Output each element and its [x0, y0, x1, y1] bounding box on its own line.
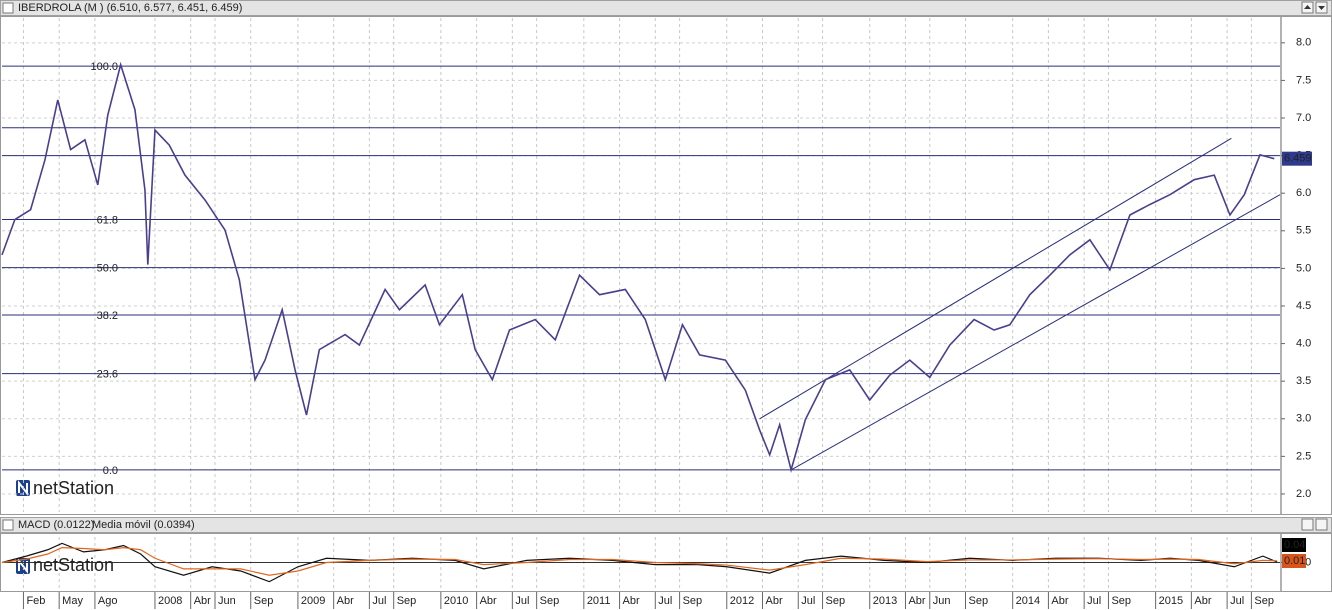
price-line	[1, 542, 1278, 583]
trend-line	[759, 137, 1232, 420]
x-tick-label: Jul	[1087, 595, 1101, 607]
collapse-button[interactable]	[1301, 518, 1314, 531]
fib-label: 38.2	[97, 310, 118, 322]
x-tick-label: May	[62, 595, 83, 607]
x-tick-label: Sep	[254, 595, 274, 607]
x-tick-label: 2015	[1159, 595, 1183, 607]
y-tick-label: 5.0	[1296, 262, 1311, 274]
x-tick-label: 2011	[587, 595, 611, 607]
x-tick-label: Abr	[766, 595, 783, 607]
x-tick-label: Sep	[969, 595, 989, 607]
watermark: netStation	[33, 478, 114, 498]
x-tick-label: Ago	[98, 595, 118, 607]
x-tick-label: 2009	[301, 595, 325, 607]
x-tick-label: Abr	[480, 595, 497, 607]
x-tick-label: Jul	[801, 595, 815, 607]
price-line	[1, 547, 1278, 576]
logo-glyph	[18, 558, 28, 574]
current-value-label: 0.01	[1284, 555, 1305, 567]
x-tick-label: Jul	[515, 595, 529, 607]
window-icon	[2, 519, 14, 531]
x-tick-label: Jul	[372, 595, 386, 607]
x-tick-label: 2012	[730, 595, 754, 607]
watermark: netStation	[33, 555, 114, 575]
y-tick-label: 6.0	[1296, 187, 1311, 199]
x-tick-label: Sep	[826, 595, 846, 607]
y-tick-label: 8.0	[1296, 37, 1311, 49]
x-tick-label: Feb	[26, 595, 45, 607]
indicator-subtitle: Media móvil (0.0394)	[92, 519, 195, 531]
x-tick-label: 2013	[873, 595, 897, 607]
window-buttons[interactable]	[1301, 1, 1328, 14]
indicator-title-bar	[0, 517, 1332, 533]
current-value-label: 0.04	[1284, 539, 1305, 551]
x-tick-label: Abr	[908, 595, 925, 607]
last-price-label: 6.459	[1284, 153, 1312, 165]
current-value-box	[1282, 554, 1306, 568]
x-tick-label: Sep	[540, 595, 560, 607]
collapse-icon	[1304, 5, 1311, 9]
y-tick-label: 3.0	[1296, 413, 1311, 425]
x-tick-label: 2010	[444, 595, 468, 607]
y-tick-label: 7.0	[1296, 112, 1311, 124]
x-tick-label: Sep	[683, 595, 703, 607]
y-tick-label: 2.0	[1296, 488, 1311, 500]
close-button[interactable]	[1315, 518, 1328, 531]
fib-label: 23.6	[97, 369, 118, 381]
y-tick-label: 2.5	[1296, 450, 1311, 462]
x-tick-label: Sep	[397, 595, 417, 607]
trend-line	[790, 194, 1281, 471]
indicator-buttons[interactable]	[1301, 518, 1328, 531]
fib-label: 61.8	[97, 214, 118, 226]
y-tick-label: 4.0	[1296, 337, 1311, 349]
x-tick-label: Sep	[1254, 595, 1274, 607]
fib-label: 50.0	[97, 263, 118, 275]
y-tick-label: 7.5	[1296, 74, 1311, 86]
fib-label: 100.0	[90, 61, 118, 73]
x-tick-label: Abr	[623, 595, 640, 607]
x-tick-label: Jul	[658, 595, 672, 607]
last-price-box	[1282, 151, 1312, 166]
x-tick-label: Jul	[1230, 595, 1244, 607]
y-tick-label: 5.5	[1296, 225, 1311, 237]
x-tick-label: Sep	[1111, 595, 1131, 607]
x-tick-label: Jun	[218, 595, 236, 607]
x-tick-label: Abr	[1194, 595, 1211, 607]
y-tick-label: 4.5	[1296, 300, 1311, 312]
expand-icon	[1318, 6, 1325, 10]
window-icon	[2, 2, 14, 14]
x-tick-label: Abr	[1051, 595, 1068, 607]
x-tick-label: Abr	[194, 595, 211, 607]
fib-label: 0.0	[103, 465, 118, 477]
current-value-box	[1282, 538, 1306, 552]
y-tick-label: 3.5	[1296, 375, 1311, 387]
x-tick-label: 2014	[1016, 595, 1040, 607]
x-tick-label: Jun	[933, 595, 951, 607]
chart-title: IBERDROLA (M ) (6.510, 6.577, 6.451, 6.4…	[18, 2, 242, 14]
indicator-title: MACD (0.0122)	[18, 519, 94, 531]
price-line	[1, 61, 1275, 473]
x-tick-label: Abr	[337, 595, 354, 607]
x-tick-label: 2008	[158, 595, 182, 607]
